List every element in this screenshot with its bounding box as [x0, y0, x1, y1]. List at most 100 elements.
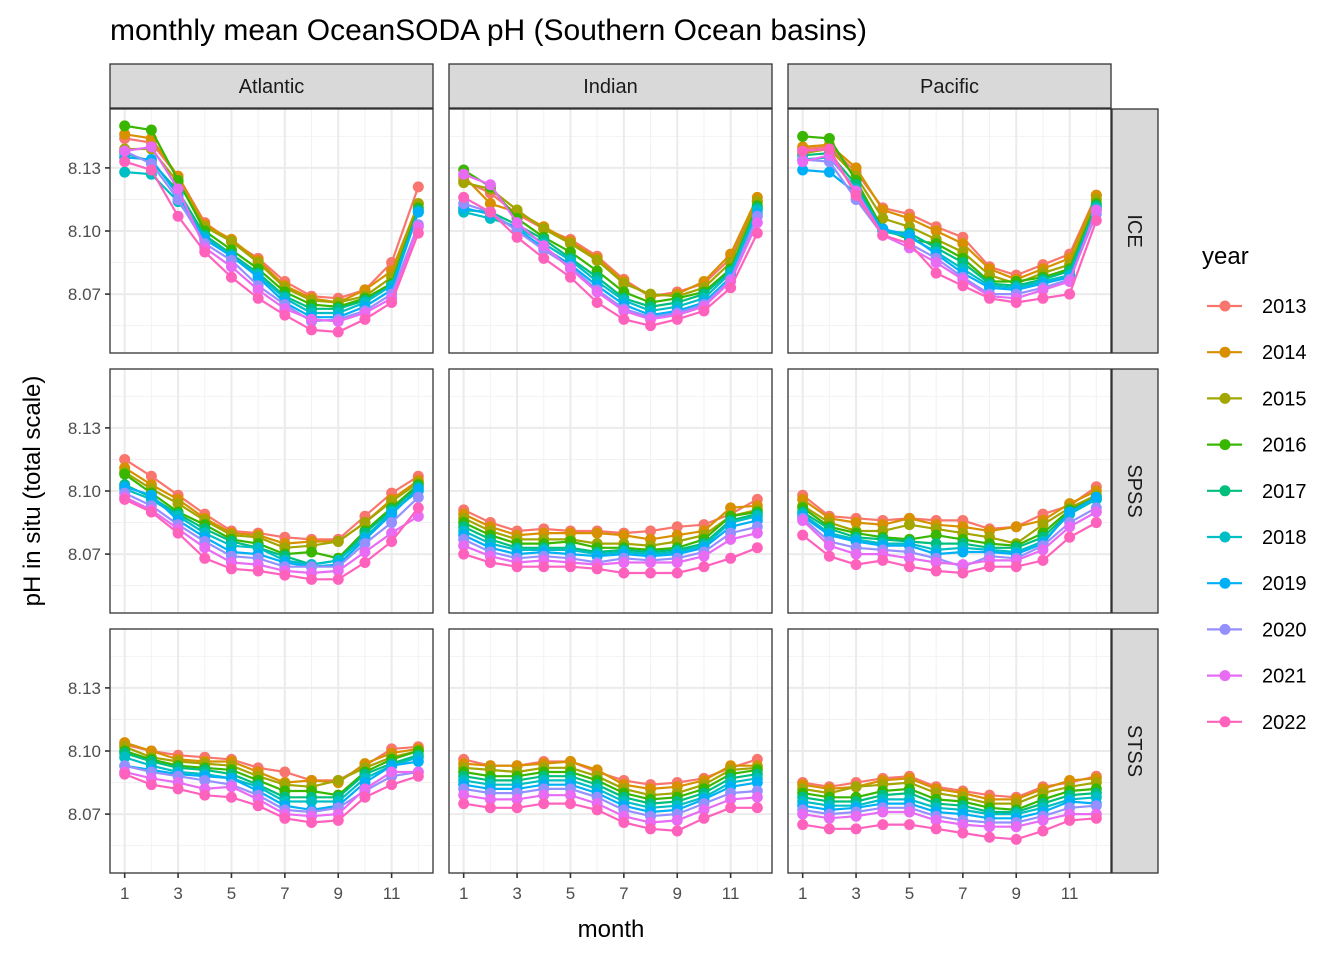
data-point-2022: [511, 231, 523, 243]
data-point-2022: [850, 559, 862, 571]
data-point-2013: [412, 181, 424, 193]
series-line-2019: [124, 485, 420, 568]
data-point-2021: [332, 315, 344, 327]
data-point-2022: [279, 812, 291, 824]
data-point-2022: [1064, 531, 1076, 543]
y-tick-label: 8.13: [68, 419, 101, 438]
data-point-2022: [484, 557, 496, 569]
series-line-2022: [124, 498, 420, 581]
facet-strip-label: Atlantic: [239, 76, 305, 98]
data-point-2022: [1064, 288, 1076, 300]
data-point-2021: [1010, 821, 1022, 833]
panel-border: [448, 368, 773, 614]
legend-key-point: [1219, 439, 1231, 451]
facet-strip-ice: [1111, 108, 1159, 354]
facet-strip-label: ICE: [1123, 214, 1145, 247]
data-point-2022: [511, 802, 523, 814]
series-line-2016: [463, 169, 759, 304]
panel-atlantic-stss: [109, 628, 434, 874]
data-point-2021: [359, 783, 371, 795]
data-point-2021: [458, 789, 470, 801]
data-point-2022: [279, 569, 291, 581]
data-point-2021: [119, 145, 131, 157]
facet-strip-label: STSS: [1123, 725, 1145, 777]
data-point-2021: [225, 781, 237, 793]
data-point-2021: [823, 540, 835, 552]
panel-pacific-spss: [787, 368, 1112, 614]
data-point-2019: [386, 508, 398, 520]
data-point-2022: [119, 768, 131, 780]
data-point-2022: [797, 529, 809, 541]
data-point-2019: [957, 546, 969, 558]
data-point-2022: [386, 535, 398, 547]
data-point-2021: [145, 141, 157, 153]
data-point-2022: [484, 802, 496, 814]
legend-item-2017: 2017: [1207, 481, 1307, 503]
data-point-2022: [359, 557, 371, 569]
data-point-2021: [252, 284, 264, 296]
legend-key-point: [1219, 346, 1231, 358]
panel-pacific-ice: [787, 108, 1112, 354]
x-tick-label: 5: [227, 884, 236, 903]
data-point-2022: [1037, 825, 1049, 837]
data-point-2015: [1037, 519, 1049, 531]
x-tick-label: 3: [851, 884, 860, 903]
data-point-2016: [930, 529, 942, 541]
data-point-2020: [1090, 800, 1102, 812]
data-point-2022: [1090, 812, 1102, 824]
facet-strip-label: SPSS: [1123, 464, 1145, 517]
y-tick-label: 8.07: [68, 285, 101, 304]
x-tick-label: 3: [173, 884, 182, 903]
legend-label: 2016: [1262, 435, 1307, 457]
data-point-2022: [591, 804, 603, 816]
data-point-2021: [332, 565, 344, 577]
chart-title: monthly mean OceanSODA pH (Southern Ocea…: [110, 14, 867, 47]
data-point-2021: [751, 527, 763, 539]
data-point-2015: [332, 535, 344, 547]
data-point-2016: [823, 132, 835, 144]
data-point-2014: [484, 198, 496, 210]
data-point-2022: [751, 227, 763, 239]
data-point-2022: [359, 791, 371, 803]
data-point-2022: [386, 297, 398, 309]
data-point-2019: [797, 164, 809, 176]
data-point-2015: [591, 254, 603, 266]
y-tick-label: 8.07: [68, 545, 101, 564]
x-tick-label: 9: [334, 884, 343, 903]
data-point-2022: [984, 561, 996, 573]
data-point-2022: [332, 326, 344, 338]
data-point-2015: [850, 781, 862, 793]
data-point-2022: [225, 563, 237, 575]
panel-indian-ice: [448, 108, 773, 354]
data-point-2015: [538, 223, 550, 235]
panel-border: [448, 628, 773, 874]
facet-strip-label: Indian: [583, 76, 638, 98]
legend-item-2014: 2014: [1207, 342, 1307, 364]
legend-item-2019: 2019: [1207, 573, 1307, 595]
data-point-2019: [1064, 506, 1076, 518]
series-line-2021: [463, 173, 759, 321]
data-point-2022: [145, 779, 157, 791]
data-point-2021: [484, 179, 496, 191]
data-point-2021: [458, 168, 470, 180]
data-point-2022: [458, 798, 470, 810]
data-point-2021: [458, 540, 470, 552]
data-point-2022: [797, 819, 809, 831]
data-point-2021: [645, 557, 657, 569]
facet-strip-stss: [1111, 628, 1159, 874]
data-point-2021: [698, 550, 710, 562]
data-point-2022: [511, 561, 523, 573]
data-point-2013: [279, 766, 291, 778]
x-tick-label: 9: [673, 884, 682, 903]
data-point-2021: [984, 821, 996, 833]
legend-key-point: [1219, 392, 1231, 404]
data-point-2015: [903, 519, 915, 531]
legend-item-2021: 2021: [1207, 666, 1307, 688]
data-point-2021: [1037, 544, 1049, 556]
data-point-2021: [412, 510, 424, 522]
data-point-2022: [1037, 554, 1049, 566]
data-point-2022: [145, 164, 157, 176]
data-point-2022: [823, 550, 835, 562]
data-point-2022: [332, 573, 344, 585]
data-point-2022: [564, 561, 576, 573]
